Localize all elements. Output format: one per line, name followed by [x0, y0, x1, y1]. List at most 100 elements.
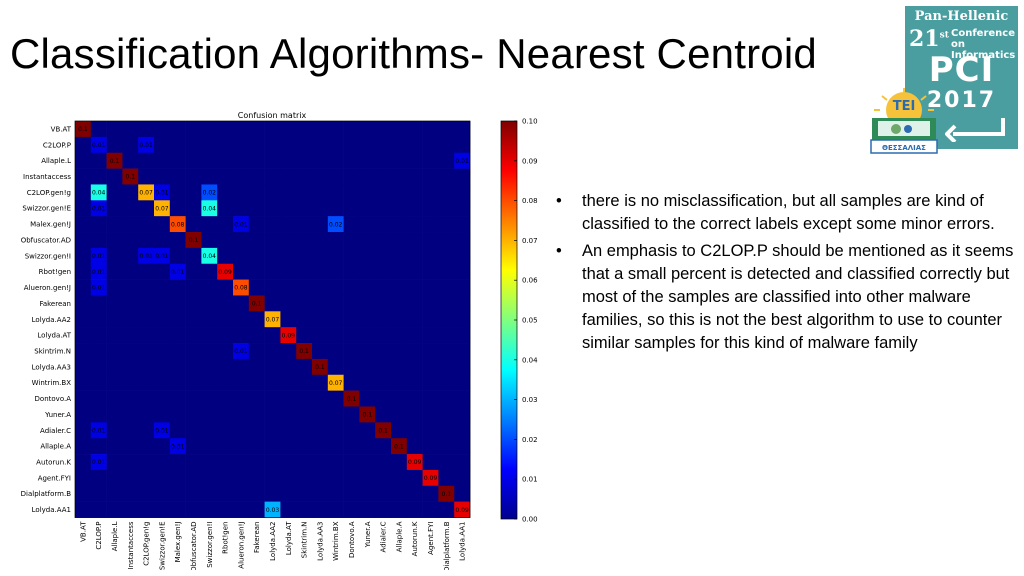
matrix-cell [169, 216, 186, 233]
matrix-cell [422, 136, 439, 154]
matrix-cell [438, 374, 455, 391]
bullet-text: An emphasis to C2LOP.P should be mention… [582, 242, 1014, 352]
tei-thessaly-logo: TEI ΘΕΣΣΑΛΙΑΣ [868, 88, 940, 156]
matrix-cell [391, 327, 408, 344]
matrix-cell [375, 422, 392, 439]
matrix-cell [169, 247, 186, 265]
matrix-cell [454, 485, 471, 502]
matrix-cell [169, 152, 186, 169]
matrix-cell [280, 374, 297, 391]
matrix-cell [248, 263, 265, 280]
matrix-cell [454, 279, 471, 296]
matrix-cell [312, 422, 329, 439]
bullet-dot: • [556, 192, 562, 210]
matrix-cell [375, 295, 392, 312]
matrix-cell [201, 200, 218, 217]
matrix-cell [406, 136, 423, 154]
matrix-cell [375, 152, 392, 169]
matrix-cell [375, 168, 392, 185]
x-tick-label: Malex.gen!J [174, 522, 182, 563]
matrix-cell [169, 184, 186, 201]
matrix-cell [217, 232, 234, 249]
matrix-cell [248, 121, 265, 138]
matrix-cell [343, 343, 360, 360]
matrix-cell [406, 200, 423, 217]
matrix-cell [248, 311, 265, 328]
matrix-cell [343, 454, 360, 471]
matrix-cell [438, 501, 455, 518]
matrix-cell [280, 469, 297, 487]
matrix-cell [438, 152, 455, 169]
cell-value-label: 0.1 [78, 126, 88, 133]
matrix-cell [280, 390, 297, 407]
matrix-cell [201, 121, 218, 138]
matrix-cell [201, 295, 218, 312]
cell-value-label: 0.01 [92, 253, 106, 260]
matrix-cell [422, 343, 439, 360]
matrix-cell [406, 263, 423, 280]
matrix-cell [312, 485, 329, 502]
matrix-cell [233, 343, 250, 360]
matrix-cell [264, 232, 281, 249]
matrix-cell [185, 343, 202, 360]
matrix-cell [201, 279, 218, 296]
matrix-cell [327, 454, 344, 471]
matrix-cell [296, 263, 313, 280]
cell-value-label: 0.01 [139, 142, 153, 149]
y-tick-label: Autorun.K [36, 458, 71, 466]
matrix-cell [406, 168, 423, 185]
matrix-cell [138, 374, 155, 391]
bullet-text: there is no misclassification, but all s… [582, 192, 995, 233]
matrix-cell [169, 168, 186, 185]
matrix-cell [248, 184, 265, 201]
matrix-cell [201, 501, 218, 518]
matrix-cell [422, 422, 439, 439]
matrix-cell [201, 374, 218, 391]
matrix-cell [343, 469, 360, 487]
cell-value-label: 0.04 [203, 253, 217, 260]
matrix-cell [138, 216, 155, 233]
matrix-cell [138, 200, 155, 217]
y-tick-label: Lolyda.AA3 [32, 363, 71, 371]
matrix-cell [327, 121, 344, 138]
matrix-cell [296, 247, 313, 265]
matrix-cell [185, 168, 202, 185]
matrix-cell [201, 247, 218, 265]
matrix-cell [75, 374, 92, 391]
matrix-cell [264, 343, 281, 360]
matrix-cell [154, 454, 171, 471]
matrix-cell [422, 358, 439, 376]
matrix-cell [106, 247, 123, 265]
matrix-cell [217, 390, 234, 407]
matrix-cell [327, 438, 344, 455]
matrix-cell [169, 374, 186, 391]
matrix-cell [264, 200, 281, 217]
matrix-cell [438, 216, 455, 233]
matrix-cell [106, 121, 123, 138]
matrix-cell [391, 501, 408, 518]
matrix-cell [217, 438, 234, 455]
matrix-cell [185, 216, 202, 233]
cell-value-label: 0.01 [92, 142, 106, 149]
y-tick-label: Dialplatform.B [21, 490, 72, 498]
matrix-cell [391, 263, 408, 280]
x-tick-label: Lolyda.AA2 [269, 522, 277, 561]
matrix-cell [375, 216, 392, 233]
matrix-cell [359, 152, 376, 169]
matrix-cell [75, 343, 92, 360]
matrix-cell [201, 311, 218, 328]
matrix-cell [106, 136, 123, 154]
matrix-cell [154, 247, 171, 265]
matrix-cell [248, 136, 265, 154]
matrix-cell [406, 374, 423, 391]
bullet-item: • An emphasis to C2LOP.P should be mentio… [556, 240, 1016, 355]
matrix-cell [280, 485, 297, 502]
matrix-cell [375, 485, 392, 502]
matrix-cell [454, 121, 471, 138]
matrix-cell [169, 469, 186, 487]
matrix-cell [343, 374, 360, 391]
cell-value-label: 0.01 [92, 427, 106, 434]
matrix-cell [154, 327, 171, 344]
matrix-cell [264, 501, 281, 518]
matrix-cell [327, 374, 344, 391]
